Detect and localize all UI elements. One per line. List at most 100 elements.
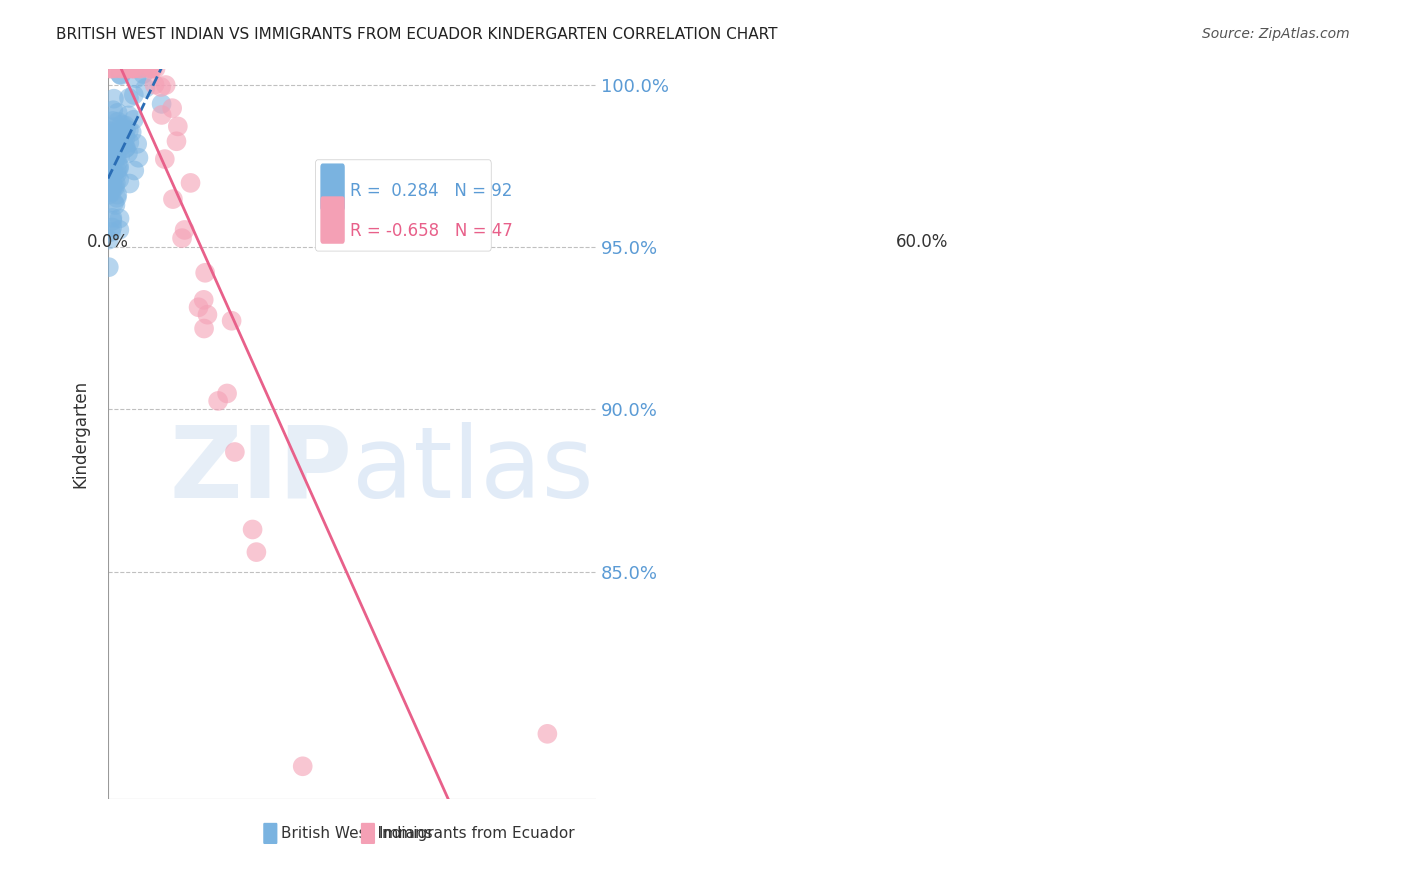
Text: 60.0%: 60.0%	[896, 233, 948, 251]
Point	[536, 727, 558, 741]
Point	[105, 187, 128, 202]
Text: ZIP: ZIP	[169, 422, 352, 518]
Point	[122, 62, 145, 76]
Point	[114, 128, 136, 142]
Text: BRITISH WEST INDIAN VS IMMIGRANTS FROM ECUADOR KINDERGARTEN CORRELATION CHART: BRITISH WEST INDIAN VS IMMIGRANTS FROM E…	[56, 27, 778, 42]
Point	[108, 211, 131, 226]
Point	[100, 225, 122, 239]
Point	[122, 87, 145, 102]
Y-axis label: Kindergarten: Kindergarten	[72, 380, 89, 488]
Point	[291, 759, 314, 773]
Point	[100, 128, 122, 142]
Point	[224, 445, 246, 459]
Point	[117, 108, 139, 122]
Point	[122, 112, 145, 127]
Point	[115, 62, 138, 76]
Point	[127, 136, 149, 151]
Point	[114, 131, 136, 145]
Point	[98, 146, 121, 161]
Point	[107, 105, 129, 120]
Point	[112, 138, 135, 153]
Point	[153, 152, 176, 166]
Point	[108, 67, 131, 81]
Point	[124, 163, 146, 178]
Point	[104, 177, 127, 191]
Point	[103, 120, 125, 134]
Point	[136, 62, 159, 76]
Point	[127, 151, 149, 165]
Point	[101, 114, 124, 128]
Point	[166, 134, 188, 148]
Point	[100, 140, 122, 154]
Point	[103, 92, 125, 106]
FancyBboxPatch shape	[361, 822, 375, 844]
Point	[100, 62, 122, 76]
Point	[110, 68, 132, 82]
Point	[101, 167, 124, 181]
Point	[101, 178, 124, 193]
Point	[108, 136, 131, 151]
Point	[166, 120, 188, 134]
Point	[100, 125, 122, 139]
Point	[193, 321, 215, 335]
Point	[103, 103, 125, 118]
Point	[193, 293, 215, 307]
Text: British West Indians: British West Indians	[281, 826, 433, 841]
Point	[194, 266, 217, 280]
Point	[98, 151, 121, 165]
Point	[141, 62, 163, 76]
Point	[118, 177, 141, 191]
Point	[101, 166, 124, 180]
FancyBboxPatch shape	[263, 822, 277, 844]
Point	[97, 260, 120, 275]
Point	[97, 123, 120, 137]
Point	[242, 523, 264, 537]
Point	[111, 121, 134, 136]
Point	[101, 181, 124, 195]
Point	[143, 78, 166, 92]
Point	[105, 167, 128, 181]
Point	[155, 78, 177, 92]
Point	[111, 62, 134, 76]
Point	[110, 129, 132, 144]
Point	[100, 175, 122, 189]
Point	[105, 62, 128, 76]
Point	[150, 80, 173, 95]
Point	[150, 96, 173, 111]
Point	[217, 386, 239, 401]
Point	[170, 231, 193, 245]
Point	[118, 62, 141, 76]
Text: R = -0.658   N = 47: R = -0.658 N = 47	[350, 222, 512, 240]
Point	[101, 214, 124, 228]
Point	[108, 223, 131, 237]
Point	[114, 118, 136, 132]
Point	[115, 122, 138, 136]
FancyBboxPatch shape	[315, 160, 491, 251]
Point	[114, 62, 136, 76]
Point	[207, 393, 229, 408]
Point	[105, 149, 128, 163]
Point	[112, 128, 135, 142]
Point	[101, 145, 124, 159]
Point	[160, 101, 183, 115]
Point	[100, 185, 122, 199]
Point	[122, 62, 145, 76]
Point	[97, 153, 120, 167]
Point	[117, 62, 139, 76]
Point	[110, 62, 132, 76]
Point	[98, 181, 121, 195]
Point	[101, 127, 124, 141]
FancyBboxPatch shape	[321, 196, 344, 244]
Point	[115, 141, 138, 155]
Point	[197, 308, 219, 322]
Point	[117, 62, 139, 76]
Point	[245, 545, 267, 559]
Point	[150, 108, 173, 122]
Point	[98, 154, 121, 169]
Point	[118, 136, 141, 150]
Point	[128, 62, 150, 76]
Text: atlas: atlas	[352, 422, 593, 518]
Point	[98, 62, 121, 76]
Point	[105, 163, 128, 178]
FancyBboxPatch shape	[321, 163, 344, 211]
